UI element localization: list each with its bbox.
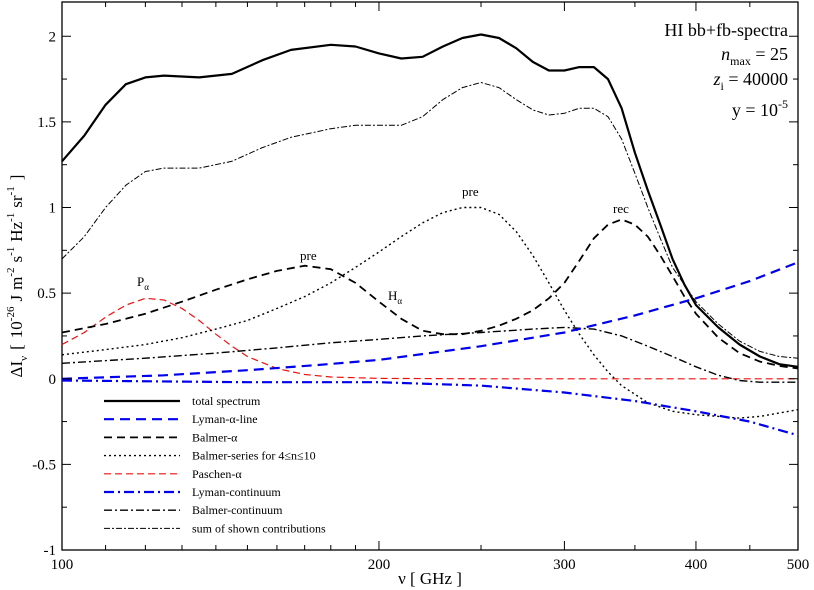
legend-label-balmer-series-for-4-n-10: Balmer-series for 4≤n≤10 <box>192 449 316 463</box>
series-paschen <box>61 297 798 380</box>
annotation-rec: rec <box>613 201 629 216</box>
legend-label-balmer: Balmer-α <box>192 430 238 444</box>
y-tick-label-1: 1 <box>49 201 57 217</box>
series-balmer <box>61 218 799 370</box>
legend: total spectrum Lyman-α-line Balmer-α Balmer… <box>104 394 326 535</box>
x-tick-label-500: 500 <box>787 557 810 573</box>
annotation-pre-balmer-series: pre <box>462 184 479 199</box>
y-tick-label-2: 2 <box>49 29 57 45</box>
series-sum-of-shown-contributions <box>61 82 799 359</box>
tick-layer: 100 200 300 400 500 -1 -0.5 0 0.5 1 1.5 2 <box>32 2 809 573</box>
x-tick-label-400: 400 <box>685 557 708 573</box>
legend-label-sum-of-shown-contributions: sum of shown contributions <box>192 521 326 535</box>
x-tick-label-300: 300 <box>553 557 576 573</box>
y-axis-label: ΔIν[10-26Jm-2s-1Hz-1sr-1] <box>5 175 30 378</box>
plot-frame <box>61 1 799 551</box>
annotation-h-alpha: Hα <box>388 288 402 306</box>
legend-label-lyman-continuum: Lyman-continuum <box>192 485 281 499</box>
series-balmer-continuum <box>61 326 798 383</box>
params-zi: zi = 40000 <box>712 69 788 93</box>
legend-label-balmer-continuum: Balmer-continuum <box>192 503 283 517</box>
series-layer <box>61 33 799 437</box>
legend-label-paschen: Paschen-α <box>192 467 242 481</box>
y-tick-label-0.5: 0.5 <box>37 286 56 302</box>
legend-label-lyman-line: Lyman-α-line <box>192 412 258 426</box>
y-tick-label--0.5: -0.5 <box>32 457 56 473</box>
x-tick-label-200: 200 <box>368 557 391 573</box>
series-lyman-continuum <box>61 379 799 437</box>
y-tick-label--1: -1 <box>44 543 57 559</box>
svg-text:ΔIν[10-26Jm-2s-1Hz-1sr-1]: ΔIν[10-26Jm-2s-1Hz-1sr-1] <box>5 175 30 378</box>
series-total-spectrum <box>61 33 799 368</box>
y-tick-label-0: 0 <box>49 372 57 388</box>
params-title: HI bb+fb-spectra <box>664 20 788 40</box>
x-tick-label-100: 100 <box>51 557 74 573</box>
annotation-pre-balmer-alpha: pre <box>300 248 317 263</box>
x-axis-label: ν [ GHz ] <box>398 569 462 588</box>
legend-label-total-spectrum: total spectrum <box>192 394 261 408</box>
annotation-p-alpha: Pα <box>137 274 149 292</box>
params-nmax: nmax = 25 <box>721 44 788 68</box>
y-tick-label-1.5: 1.5 <box>37 115 56 131</box>
params-y: y = 10-5 <box>732 97 788 120</box>
series-balmer-series-for-4-n-10 <box>61 206 799 419</box>
series-lyman-line <box>61 261 799 380</box>
